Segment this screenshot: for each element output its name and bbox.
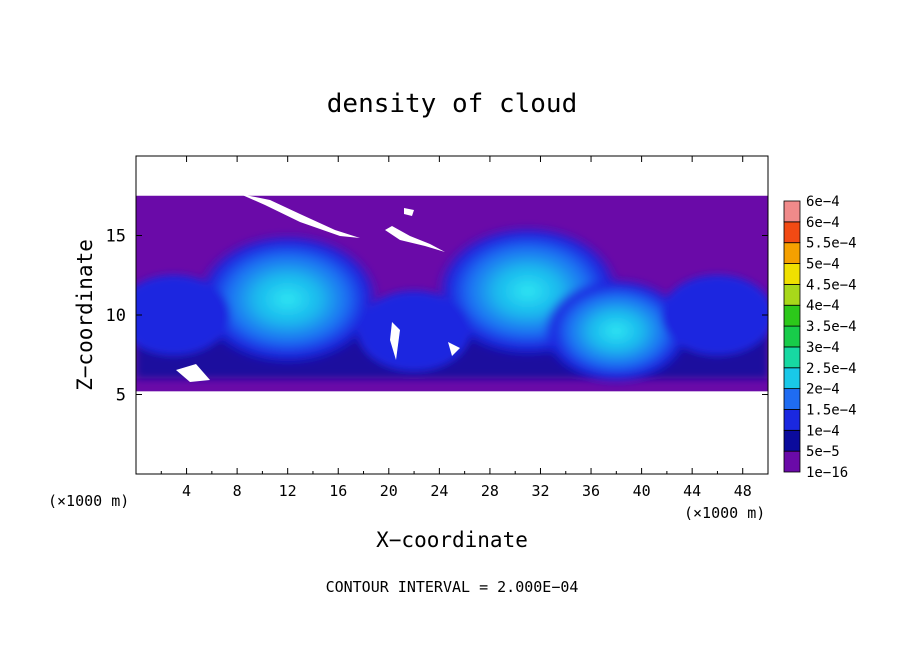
colorbar-swatch bbox=[783, 346, 801, 369]
colorbar-swatch bbox=[783, 304, 801, 327]
cloud-cell bbox=[661, 275, 768, 355]
colorbar-swatch bbox=[783, 221, 801, 244]
cloud-gaps bbox=[176, 194, 460, 382]
colorbar-swatch bbox=[783, 263, 801, 285]
y-tick-label: 15 bbox=[106, 227, 126, 247]
plot-area bbox=[136, 156, 768, 392]
colorbar-label: 5e−4 bbox=[806, 257, 840, 273]
colorbar-swatch bbox=[783, 242, 801, 264]
cloud-gap bbox=[448, 342, 460, 356]
x-unit-left: (×1000 m) bbox=[48, 492, 129, 510]
colorbar-label: 2.5e−4 bbox=[806, 361, 857, 377]
colorbar-label: 1e−16 bbox=[806, 465, 848, 481]
x-tick-label: 24 bbox=[430, 482, 448, 500]
cloud-gap bbox=[240, 194, 360, 238]
colorbar-label: 3e−4 bbox=[806, 340, 840, 356]
colorbar-swatch bbox=[783, 367, 801, 390]
colorbar-label: 3.5e−4 bbox=[806, 319, 857, 335]
cloud-gap bbox=[404, 208, 414, 216]
colorbar-label: 6e−4 bbox=[806, 194, 840, 210]
colorbar-swatch bbox=[783, 429, 801, 452]
colorbar-label: 1.5e−4 bbox=[806, 402, 857, 418]
x-tick-label: 4 bbox=[182, 482, 191, 500]
x-tick-label: 48 bbox=[734, 482, 752, 500]
cloud-gap bbox=[390, 322, 400, 360]
y-axis-label: Z−coordinate bbox=[73, 239, 97, 391]
cloud-cell bbox=[136, 275, 230, 355]
colorbar: 1e−16 5e−5 1e−4 1.5e−4 2e−4 2.5e−4 3e−4 3.5e−4 4… bbox=[783, 194, 857, 481]
x-tick-label: 16 bbox=[329, 482, 347, 500]
x-unit-right: (×1000 m) bbox=[684, 504, 765, 522]
colorbar-label: 4e−4 bbox=[806, 298, 840, 314]
colorbar-label: 1e−4 bbox=[806, 423, 840, 439]
x-tick-label: 32 bbox=[531, 482, 549, 500]
x-tick-label: 40 bbox=[633, 482, 651, 500]
cloud-cell bbox=[542, 277, 691, 384]
x-tick-label: 36 bbox=[582, 482, 600, 500]
chart-title: density of cloud bbox=[327, 89, 577, 119]
x-tick-label: 28 bbox=[481, 482, 499, 500]
x-tick-label: 20 bbox=[380, 482, 398, 500]
cloud-gap bbox=[176, 364, 210, 382]
x-tick-label: 44 bbox=[683, 482, 701, 500]
colorbar-swatch bbox=[783, 200, 801, 223]
clear-air-top-left bbox=[136, 156, 768, 194]
cloud-cell bbox=[358, 290, 471, 371]
colorbar-swatch bbox=[783, 283, 801, 306]
colorbar-label: 4.5e−4 bbox=[806, 277, 857, 293]
cloud-cell bbox=[195, 233, 380, 366]
y-axis: 5 10 15 bbox=[106, 227, 768, 406]
colorbar-swatch bbox=[783, 409, 801, 431]
colorbar-label: 5.5e−4 bbox=[806, 236, 857, 252]
cloud-gap bbox=[385, 226, 445, 252]
x-axis: 4 8 12 16 20 24 28 32 36 40 44 48 bbox=[160, 156, 752, 500]
x-tick-label: 8 bbox=[233, 482, 242, 500]
colorbar-swatch bbox=[783, 388, 801, 410]
x-tick-label: 12 bbox=[279, 482, 297, 500]
colorbar-swatch bbox=[783, 450, 801, 473]
colorbar-label: 2e−4 bbox=[806, 382, 840, 398]
colorbar-label: 5e−5 bbox=[806, 444, 840, 460]
y-tick-label: 10 bbox=[106, 306, 126, 326]
colorbar-swatch bbox=[783, 325, 801, 348]
contour-interval-note: CONTOUR INTERVAL = 2.000E−04 bbox=[326, 578, 579, 596]
colorbar-label: 6e−4 bbox=[806, 215, 840, 231]
cloud-cells bbox=[136, 225, 768, 384]
y-tick-label: 5 bbox=[116, 386, 126, 406]
x-axis-label: X−coordinate bbox=[376, 528, 528, 552]
